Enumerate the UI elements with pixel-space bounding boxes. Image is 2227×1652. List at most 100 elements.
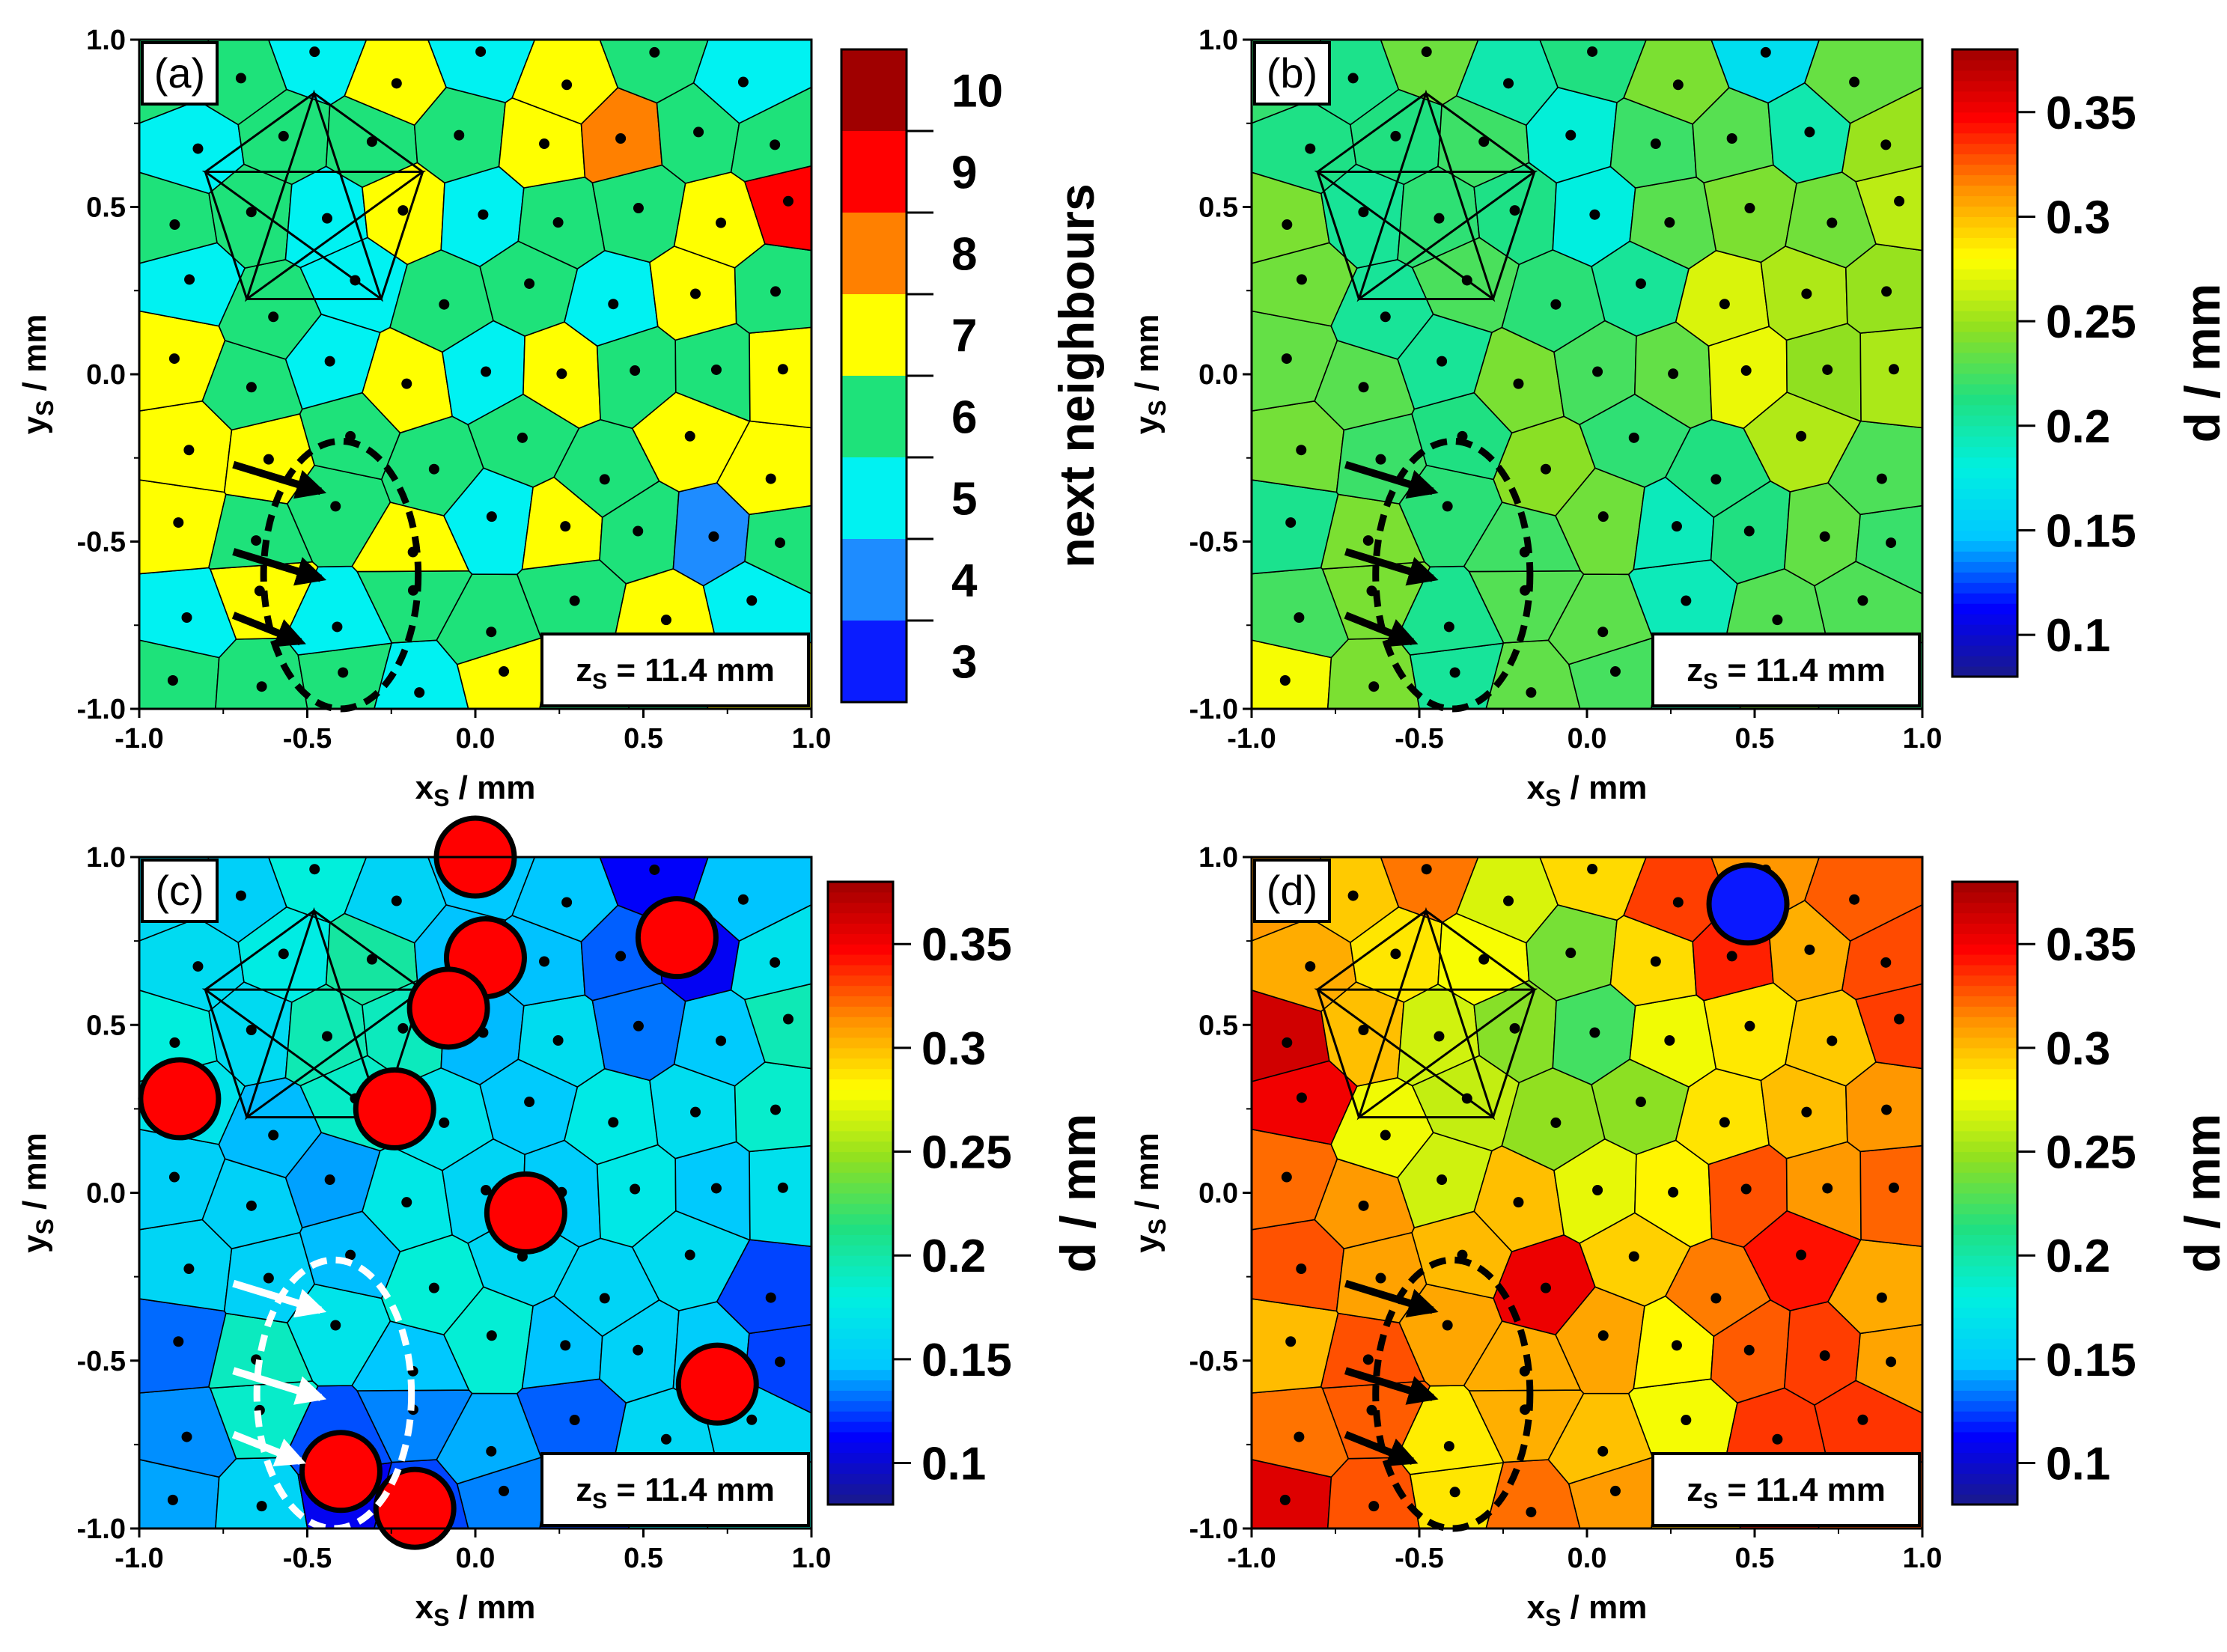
particle-dots — [1272, 864, 1905, 1518]
particle-dot — [1796, 1249, 1807, 1261]
particle-dot — [599, 474, 610, 485]
particle-dot — [397, 1022, 409, 1034]
particle-dot — [633, 525, 644, 537]
x-tick-label: 0.0 — [1568, 723, 1607, 755]
particle-dot — [777, 1182, 788, 1193]
colorbar-gradient-step — [1952, 519, 2017, 531]
particle-dot — [486, 1445, 497, 1457]
particle-dot — [1740, 1183, 1752, 1195]
particle-dot — [1421, 46, 1432, 58]
colorbar-tick-label: 0.2 — [921, 1231, 986, 1282]
colorbar-tick-label: 0.3 — [2046, 1023, 2110, 1075]
particle-dot — [1587, 864, 1598, 875]
panel-d: -1.0 -0.5 0.0 0.5 1.0 -1.0 -0.5 0.0 0.5 1.0 xS / m… — [1129, 842, 2227, 1631]
colorbar-tick-label: 10 — [951, 66, 1003, 118]
colorbar-gradient-step — [1952, 1244, 2017, 1256]
particle-dot — [1726, 951, 1737, 962]
particle-dot — [1478, 954, 1490, 965]
colorbar-gradient-step — [828, 1327, 893, 1339]
colorbar-gradient-step — [1952, 943, 2017, 955]
colorbar-gradient-step — [1952, 310, 2017, 322]
particle-dot — [499, 1485, 510, 1496]
particle-dot — [1587, 46, 1598, 57]
colorbar-gradient-step — [1952, 268, 2017, 280]
colorbar-tick-label: 0.2 — [2046, 401, 2110, 453]
colorbar-tick-label: 0.15 — [2046, 505, 2136, 557]
particle-dot — [1650, 956, 1661, 967]
particle-dot — [173, 1336, 184, 1347]
colorbar-gradient-step — [828, 922, 893, 934]
particle-dot — [263, 1272, 274, 1284]
colorbar-frame — [826, 880, 895, 1506]
colorbar-gradient-step — [1952, 415, 2017, 427]
particle-dot — [615, 951, 627, 962]
particle-dot — [737, 76, 749, 88]
colorbar-gradient-step — [828, 1389, 893, 1401]
x-axis-label: xS / mm — [1527, 769, 1648, 811]
colorbar-gradient-step — [828, 1244, 893, 1256]
particle-dot — [1565, 948, 1576, 959]
x-tick-label: 1.0 — [1903, 1543, 1943, 1574]
z-annotation: zS = 11.4 mm — [540, 1452, 810, 1527]
panel-label: (c) — [141, 859, 219, 923]
colorbar-gradient-step — [1952, 299, 2017, 311]
particle-dot — [1449, 1487, 1460, 1498]
particle-dot — [1876, 1292, 1887, 1303]
particle-dot — [1672, 79, 1684, 91]
arrow — [231, 1430, 306, 1466]
particle-dot — [1628, 432, 1639, 443]
particle-dot — [552, 217, 564, 228]
particle-dot — [1819, 1350, 1830, 1362]
particle-dot — [1589, 209, 1600, 220]
colorbar-swatch — [841, 457, 907, 539]
colorbar-gradient-step — [1952, 561, 2017, 573]
colorbar-gradient-step — [1952, 634, 2017, 646]
particle-dot — [1358, 1025, 1369, 1036]
colorbar-gradient-step — [828, 1109, 893, 1121]
marker-circle-red — [299, 1430, 383, 1514]
arrow — [232, 1279, 327, 1318]
particle-dot — [169, 1037, 180, 1048]
particle-dot — [345, 1249, 356, 1261]
particle-dot — [1347, 73, 1359, 84]
colorbar-gradient-step — [828, 1130, 893, 1142]
colorbar-gradient-step — [828, 954, 893, 966]
particle-dot — [184, 274, 195, 285]
voronoi-cells — [1251, 856, 1923, 1529]
colorbar-gradient-step — [1952, 964, 2017, 976]
panel-label-box — [1253, 859, 1331, 923]
particle-dot — [1743, 525, 1755, 537]
particle-dot — [770, 286, 782, 297]
y-axis-label: yS / mm — [16, 1133, 58, 1253]
particle-dot — [1668, 368, 1679, 380]
colorbar: 0.1 0.15 0.2 0.25 0.3 0.35 d / mm — [826, 880, 1106, 1506]
x-axis-label: xS / mm — [415, 1589, 536, 1631]
particle-dot — [1296, 1264, 1307, 1275]
panel-label-text: (d) — [1267, 867, 1317, 914]
colorbar-gradient-step — [1952, 985, 2017, 997]
colorbar-gradient-step — [828, 1068, 893, 1079]
colorbar-gradient-step — [1952, 467, 2017, 479]
colorbar-gradient-step — [1952, 1255, 2017, 1267]
colorbar-gradient-step — [1952, 195, 2017, 207]
colorbar-gradient-step — [828, 1472, 893, 1484]
particle-dot — [524, 1097, 535, 1108]
particle-dot — [478, 209, 489, 220]
particle-dot — [1650, 138, 1661, 150]
colorbar-gradient-step — [1952, 1493, 2017, 1505]
y-tick-label: 0.0 — [1198, 1178, 1238, 1210]
colorbar-gradient-step — [828, 1317, 893, 1329]
colorbar-gradient-step — [828, 1078, 893, 1090]
particle-dot — [1358, 382, 1369, 393]
colorbar-gradient-step — [828, 1421, 893, 1433]
particle-dot — [401, 378, 412, 389]
panel-label-text: (a) — [154, 49, 205, 97]
colorbar-gradient-step — [1952, 1171, 2017, 1183]
particle-dot — [1380, 1130, 1391, 1141]
colorbar-tick-label: 9 — [951, 147, 977, 199]
colorbar-gradient-step — [1952, 226, 2017, 238]
particle-dot — [649, 864, 660, 875]
colorbar-gradient-step — [828, 1120, 893, 1132]
colorbar-tick-label: 5 — [951, 474, 977, 525]
particle-dot — [1589, 1027, 1600, 1038]
